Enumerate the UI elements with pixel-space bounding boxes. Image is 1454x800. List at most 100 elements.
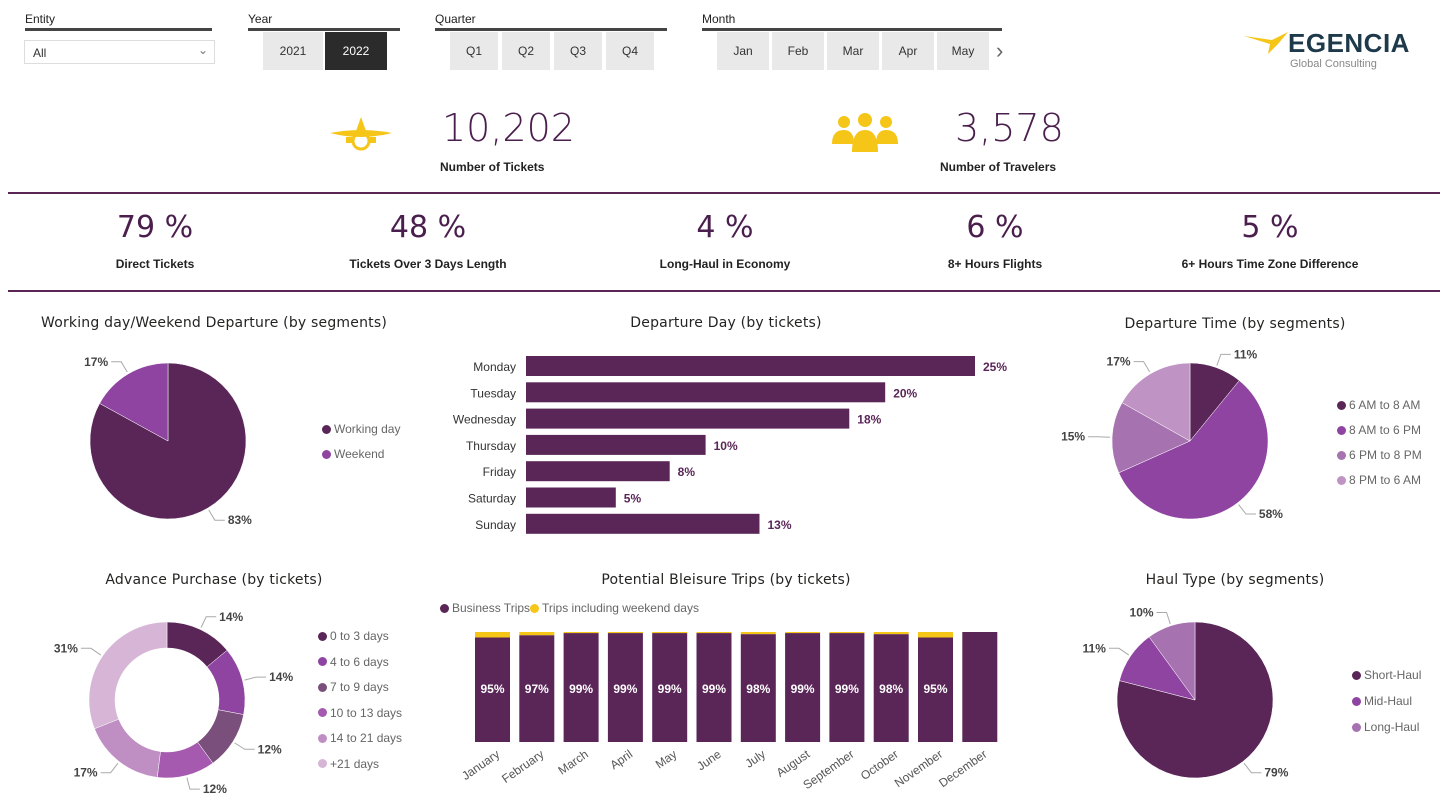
bleisure-weekend-bar <box>475 632 510 638</box>
advance-leader-line <box>80 647 102 656</box>
bleisure-weekend-bar <box>607 632 643 634</box>
weekday-leader-line <box>208 509 225 521</box>
depday-category-label: Wednesday <box>453 413 516 427</box>
advance-legend-item[interactable]: +21 days <box>318 757 379 771</box>
legend-dot <box>1352 722 1361 732</box>
month-feb-button[interactable]: Feb <box>772 32 824 70</box>
legend-dot <box>1337 475 1346 485</box>
advance-legend-item[interactable]: 14 to 21 days <box>318 731 402 745</box>
tickets-label: Number of Tickets <box>440 160 545 174</box>
deptime-data-label: 11% <box>1234 347 1258 361</box>
weekday-legend-item[interactable]: Weekend <box>322 447 384 461</box>
legend-label: Weekend <box>334 447 385 461</box>
quarter-q2-button[interactable]: Q2 <box>502 32 550 70</box>
quarter-slicer-title: Quarter <box>435 12 667 31</box>
advance-leader-line <box>200 616 217 628</box>
chevron-right-icon[interactable]: › <box>996 38 1004 63</box>
deptime-slice <box>1111 402 1191 474</box>
depday-bar <box>526 434 706 455</box>
depday-bar <box>526 487 616 508</box>
depday-data-label: 25% <box>983 360 1007 374</box>
deptime-slice <box>1118 380 1269 520</box>
haul-legend-item[interactable]: Long-Haul <box>1352 720 1419 734</box>
quarter-q4-button[interactable]: Q4 <box>606 32 654 70</box>
legend-label: Short-Haul <box>1364 668 1422 682</box>
legend-dot <box>318 733 327 743</box>
year-2021-button[interactable]: 2021 <box>263 32 323 70</box>
people-icon <box>832 113 898 152</box>
advance-data-label: 12% <box>258 742 282 756</box>
legend-dot <box>322 424 331 434</box>
year-2022-button[interactable]: 2022 <box>325 32 387 70</box>
bleisure-weekend-bar <box>829 632 865 634</box>
legend-label: Working day <box>334 422 401 436</box>
entity-dropdown[interactable]: All ⌄ <box>24 40 215 64</box>
bleisure-weekend-bar <box>652 632 688 634</box>
deptime-legend-item[interactable]: 6 AM to 8 AM <box>1337 398 1420 412</box>
legend-label: 6 AM to 8 AM <box>1349 398 1421 412</box>
depday-data-label: 20% <box>893 386 917 400</box>
advance-leader-line <box>186 777 200 790</box>
bleisure-business-bar <box>652 633 688 742</box>
bleisure-category-label: December <box>936 747 989 790</box>
deptime-data-label: 17% <box>1107 355 1131 369</box>
month-slicer-title: Month <box>702 12 1002 31</box>
legend-label: 10 to 13 days <box>330 705 403 720</box>
timezone-diff-label: 6+ Hours Time Zone Difference <box>1181 257 1359 271</box>
advance-slice <box>88 621 168 730</box>
deptime-leader-line <box>1238 504 1256 515</box>
bleisure-business-bar <box>785 633 821 742</box>
quarter-q3-button[interactable]: Q3 <box>554 32 602 70</box>
weekday-data-label: 17% <box>84 355 108 369</box>
deptime-legend-item[interactable]: 8 AM to 6 PM <box>1337 423 1421 437</box>
weekday-legend-item[interactable]: Working day <box>322 422 400 436</box>
advance-legend-item[interactable]: 0 to 3 days <box>318 629 389 643</box>
bleisure-data-label: 99% <box>658 682 682 696</box>
weekday-slice <box>99 362 169 442</box>
haul-data-label: 10% <box>1130 606 1154 620</box>
bleisure-legend-item[interactable]: Business Trips <box>440 601 530 615</box>
bleisure-data-label: 99% <box>702 682 726 696</box>
month-mar-button[interactable]: Mar <box>827 32 879 70</box>
deptime-leader-line <box>1133 361 1151 373</box>
deptime-legend-item[interactable]: 6 PM to 8 PM <box>1337 448 1422 462</box>
bleisure-category-label: June <box>694 747 724 774</box>
bleisure-business-bar <box>918 637 953 742</box>
haul-slice <box>1148 621 1196 701</box>
chevron-down-icon: ⌄ <box>197 43 208 57</box>
legend-dot <box>318 682 327 692</box>
advance-legend-item[interactable]: 10 to 13 days <box>318 706 402 720</box>
bleisure-business-bar <box>873 634 909 742</box>
month-jan-button[interactable]: Jan <box>717 32 769 70</box>
legend-dot <box>318 631 327 641</box>
legend-label: Business Trips <box>452 601 531 615</box>
quarter-q1-button[interactable]: Q1 <box>450 32 498 70</box>
advance-legend-item[interactable]: 7 to 9 days <box>318 680 389 694</box>
bleisure-weekend-bar <box>918 632 953 638</box>
legend-label: 4 to 6 days <box>330 654 389 669</box>
haul-chart-title: Haul Type (by segments) <box>1145 572 1325 588</box>
legend-label: 14 to 21 days <box>330 731 403 745</box>
haul-legend-item[interactable]: Short-Haul <box>1352 668 1421 682</box>
legend-dot <box>1337 450 1346 460</box>
timezone-diff-pct: 5 % <box>1241 210 1299 245</box>
bleisure-legend-item[interactable]: Trips including weekend days <box>530 601 699 615</box>
entity-value: All <box>33 46 47 60</box>
legend-label: Long-Haul <box>1364 720 1420 734</box>
haul-leader-line <box>1108 647 1130 656</box>
egencia-logo: EGENCIA Global Consulting <box>1242 28 1422 76</box>
month-may-button[interactable]: May <box>937 32 989 70</box>
month-apr-button[interactable]: Apr <box>882 32 934 70</box>
bleisure-category-label: May <box>653 747 680 771</box>
bleisure-data-label: 99% <box>569 682 593 696</box>
advance-data-label: 31% <box>54 641 78 655</box>
bleisure-data-label: 99% <box>613 682 637 696</box>
advance-legend-item[interactable]: 4 to 6 days <box>318 655 389 669</box>
deptime-leader-line <box>1216 353 1231 366</box>
bleisure-category-label: August <box>774 747 813 780</box>
depday-bar <box>526 382 886 403</box>
depday-bar <box>526 513 760 534</box>
haul-legend-item[interactable]: Mid-Haul <box>1352 694 1412 708</box>
legend-label: +21 days <box>330 756 380 771</box>
deptime-legend-item[interactable]: 8 PM to 6 AM <box>1337 473 1421 487</box>
